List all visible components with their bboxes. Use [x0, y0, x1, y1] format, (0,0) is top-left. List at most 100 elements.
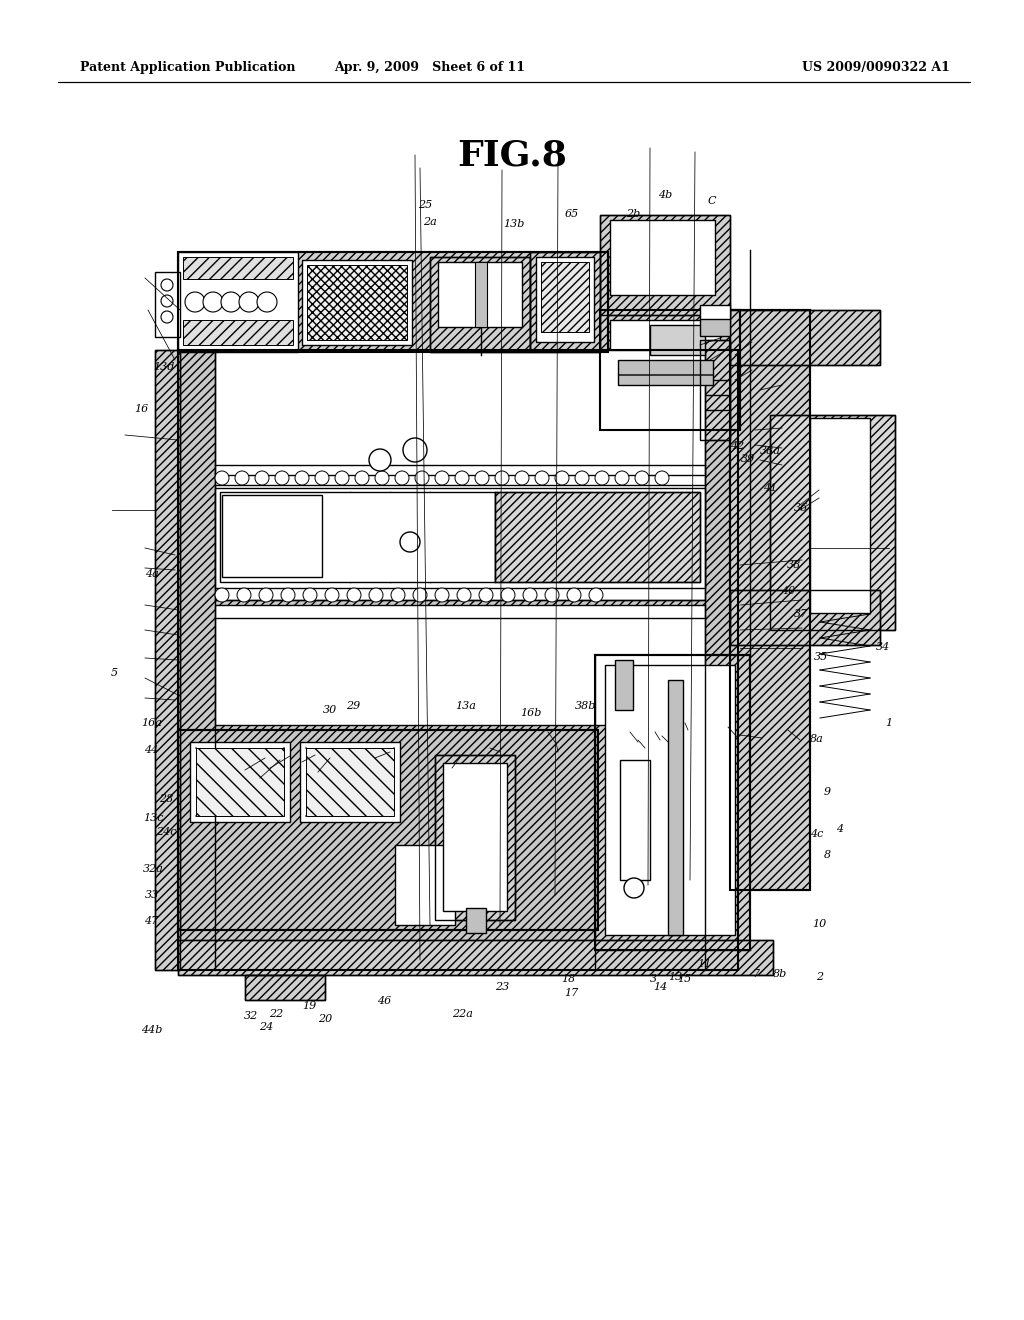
- Text: 46: 46: [377, 995, 391, 1006]
- Text: 2: 2: [816, 972, 822, 982]
- Text: 39: 39: [740, 454, 755, 465]
- Bar: [620, 760, 650, 880]
- Text: 18: 18: [561, 974, 575, 985]
- Circle shape: [495, 471, 509, 484]
- Bar: [610, 319, 720, 405]
- Text: 29: 29: [346, 701, 360, 711]
- Text: 23: 23: [495, 982, 509, 993]
- Text: C: C: [708, 195, 716, 206]
- Bar: [435, 755, 515, 920]
- Bar: [536, 257, 594, 342]
- Circle shape: [457, 587, 471, 602]
- Bar: [183, 319, 293, 345]
- Bar: [178, 940, 773, 975]
- Bar: [600, 215, 730, 315]
- Circle shape: [523, 587, 537, 602]
- Bar: [650, 325, 705, 355]
- Text: 5: 5: [112, 668, 118, 678]
- Text: 16: 16: [134, 404, 148, 414]
- Bar: [730, 590, 880, 645]
- Bar: [730, 590, 880, 645]
- Bar: [595, 655, 750, 950]
- Bar: [530, 252, 600, 352]
- Text: 24c: 24c: [156, 826, 176, 837]
- Bar: [730, 310, 810, 890]
- Text: 37: 37: [794, 609, 808, 619]
- Bar: [178, 252, 608, 352]
- Circle shape: [369, 449, 391, 471]
- Text: 33: 33: [144, 890, 159, 900]
- Circle shape: [400, 532, 420, 552]
- Text: 22: 22: [269, 1008, 284, 1019]
- Circle shape: [403, 438, 427, 462]
- Bar: [178, 252, 298, 352]
- Bar: [700, 305, 730, 319]
- Circle shape: [161, 312, 173, 323]
- Circle shape: [315, 471, 329, 484]
- Text: 30: 30: [323, 705, 337, 715]
- Text: 10: 10: [812, 919, 826, 929]
- Bar: [466, 908, 486, 933]
- Circle shape: [257, 292, 278, 312]
- Text: 14: 14: [653, 982, 668, 993]
- Bar: [307, 265, 407, 341]
- Circle shape: [239, 292, 259, 312]
- Text: 65: 65: [564, 209, 579, 219]
- Text: 44: 44: [144, 744, 159, 755]
- Circle shape: [255, 471, 269, 484]
- Bar: [810, 418, 870, 612]
- Bar: [306, 748, 394, 816]
- Bar: [600, 310, 740, 430]
- Circle shape: [161, 294, 173, 308]
- Circle shape: [215, 587, 229, 602]
- Circle shape: [215, 471, 229, 484]
- Bar: [220, 492, 495, 582]
- Text: 8: 8: [824, 850, 830, 861]
- Circle shape: [545, 587, 559, 602]
- Bar: [430, 257, 530, 352]
- Text: 47: 47: [144, 916, 159, 927]
- Text: 4b: 4b: [658, 190, 673, 201]
- Text: 44b: 44b: [141, 1024, 162, 1035]
- Circle shape: [295, 471, 309, 484]
- Text: 19: 19: [302, 1001, 316, 1011]
- Bar: [605, 665, 735, 935]
- Text: 7: 7: [753, 969, 759, 979]
- Circle shape: [555, 471, 569, 484]
- Bar: [530, 252, 600, 352]
- Text: US 2009/0090322 A1: US 2009/0090322 A1: [802, 62, 950, 74]
- Bar: [600, 310, 740, 430]
- Circle shape: [203, 292, 223, 312]
- Text: 28: 28: [159, 793, 173, 804]
- Text: 40: 40: [781, 586, 796, 597]
- Circle shape: [415, 471, 429, 484]
- Circle shape: [435, 587, 449, 602]
- Bar: [770, 414, 895, 630]
- Circle shape: [515, 471, 529, 484]
- Circle shape: [413, 587, 427, 602]
- Text: 8a: 8a: [810, 734, 824, 744]
- Text: 13: 13: [669, 972, 683, 982]
- Circle shape: [375, 471, 389, 484]
- Bar: [155, 350, 180, 970]
- Bar: [700, 318, 730, 337]
- Text: 4c: 4c: [810, 829, 824, 840]
- Bar: [190, 742, 290, 822]
- Bar: [215, 488, 705, 587]
- Bar: [245, 975, 325, 1001]
- Bar: [435, 755, 515, 920]
- Circle shape: [335, 471, 349, 484]
- Bar: [541, 261, 589, 333]
- Circle shape: [535, 471, 549, 484]
- Bar: [178, 940, 773, 975]
- Text: 34: 34: [876, 642, 890, 652]
- Text: 1: 1: [886, 718, 892, 729]
- Text: 16b: 16b: [520, 708, 541, 718]
- Circle shape: [635, 471, 649, 484]
- Text: 32: 32: [244, 1011, 258, 1022]
- Circle shape: [369, 587, 383, 602]
- Text: 25: 25: [418, 199, 432, 210]
- Bar: [196, 748, 284, 816]
- Bar: [245, 975, 325, 1001]
- Text: 9: 9: [824, 787, 830, 797]
